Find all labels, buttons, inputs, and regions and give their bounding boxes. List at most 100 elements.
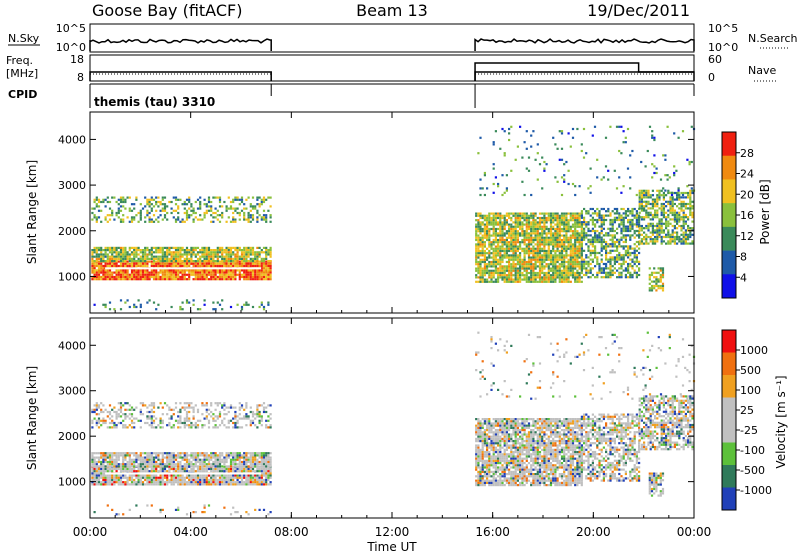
power-cell-2761 xyxy=(567,225,570,228)
power-cell-2143 xyxy=(516,274,519,277)
power-cell-2371 xyxy=(536,232,539,235)
power-cell-2226 xyxy=(525,219,528,222)
power-cell-3467 xyxy=(638,191,641,195)
vel-cell-629 xyxy=(256,467,259,471)
power-cell-258 xyxy=(157,273,160,276)
power-cell-3946 xyxy=(501,174,504,177)
power-cell-3159 xyxy=(605,240,608,244)
power-cell-1223 xyxy=(108,218,112,221)
power-cell-1213 xyxy=(104,205,107,208)
power-cell-3762 xyxy=(676,242,679,245)
power-cell-1785 xyxy=(488,254,491,257)
power-cell-3556 xyxy=(649,213,652,217)
power-cell-3045 xyxy=(591,223,594,226)
power-cell-3211 xyxy=(609,276,612,279)
power-cell-2166 xyxy=(519,263,522,266)
power-cell-3606 xyxy=(656,211,659,214)
freq-label-2: [MHz] xyxy=(6,67,38,80)
power-cell-1584 xyxy=(192,303,195,306)
power-cell-3868 xyxy=(691,216,694,219)
power-cell-1613 xyxy=(475,214,478,217)
power-cell-2206 xyxy=(523,238,526,242)
power-cell-23 xyxy=(95,275,98,279)
power-cell-3013 xyxy=(587,245,590,248)
vel-cell-527 xyxy=(229,467,233,471)
power-cell-3803 xyxy=(682,220,685,223)
power-cell-918 xyxy=(170,246,173,249)
power-cell-1101 xyxy=(236,251,239,254)
vel-cell-456 xyxy=(210,481,213,484)
vel-cell-699 xyxy=(93,465,96,468)
power-cell-473 xyxy=(212,271,215,274)
power-cell-3967 xyxy=(525,130,528,133)
power-cell-1743 xyxy=(483,278,486,281)
power-cell-3289 xyxy=(620,216,623,219)
power-cell-2606 xyxy=(554,267,557,270)
vel-cell-447 xyxy=(207,481,211,484)
vel-cell-787 xyxy=(126,460,129,464)
vel-cell-540 xyxy=(232,478,235,482)
power-cell-2002 xyxy=(505,276,508,279)
power-cell-3108 xyxy=(598,262,601,266)
power-cell-3735 xyxy=(673,213,676,217)
power-cell-3902 xyxy=(657,271,660,274)
power-cell-242 xyxy=(152,275,156,279)
power-cell-357 xyxy=(181,278,184,281)
power-cell-3459 xyxy=(638,247,641,250)
vel-cell-180 xyxy=(137,476,140,479)
power-cell-580 xyxy=(238,278,241,281)
power-cell-1607 xyxy=(260,303,263,306)
power-cell-2987 xyxy=(585,210,588,213)
power-cell-3965 xyxy=(523,141,526,144)
power-cell-3469 xyxy=(638,196,641,199)
vel-cell-10 xyxy=(93,467,96,471)
power-cell-3516 xyxy=(643,242,646,245)
power-cell-2493 xyxy=(545,263,548,266)
power-cell-3042 xyxy=(591,216,594,219)
power-cell-3044 xyxy=(591,221,594,224)
power-cell-1087 xyxy=(229,260,233,263)
power-cell-664 xyxy=(260,269,263,272)
power-cell-913 xyxy=(168,249,171,252)
power-cell-3813 xyxy=(684,191,687,195)
power-cell-2244 xyxy=(525,267,528,270)
vel-cell-553 xyxy=(236,470,239,473)
power-cell-4085 xyxy=(670,191,674,194)
power-cell-1500 xyxy=(247,218,250,221)
power-cell-470 xyxy=(212,264,215,268)
vel-cell-409 xyxy=(199,470,202,473)
power-cell-791 xyxy=(122,249,125,252)
power-cell-1337 xyxy=(163,214,167,217)
power-cell-2567 xyxy=(552,243,555,246)
power-cell-3385 xyxy=(629,262,632,266)
power-cell-3447 xyxy=(638,214,641,217)
vel-cell-33 xyxy=(97,478,101,482)
power-cell-4021 xyxy=(587,187,590,190)
vel-cell-561 xyxy=(238,467,241,471)
power-cell-1825 xyxy=(492,230,495,233)
vel-cell-578 xyxy=(243,467,246,471)
power-cell-751 xyxy=(106,260,109,263)
power-cell-356 xyxy=(181,275,184,279)
power-cell-1726 xyxy=(483,234,486,237)
power-cell-977 xyxy=(190,255,193,258)
power-cell-1273 xyxy=(135,214,138,217)
power-cell-2951 xyxy=(580,214,583,217)
power-cell-3201 xyxy=(609,251,612,255)
power-cell-2175 xyxy=(521,212,524,215)
power-cell-748 xyxy=(106,253,109,256)
vel-cell-687 xyxy=(91,452,94,455)
vel-cell-104 xyxy=(117,467,120,471)
power-cell-1516 xyxy=(256,196,259,199)
power-cell-2595 xyxy=(554,241,557,244)
vel-cell-322 xyxy=(174,476,178,479)
power-cell-529 xyxy=(225,278,228,281)
power-cell-3015 xyxy=(587,249,590,252)
power-cell-2920 xyxy=(578,276,581,279)
power-cell-821 xyxy=(133,251,136,254)
power-cell-234 xyxy=(150,275,153,279)
power-cell-2521 xyxy=(547,269,550,272)
power-cell-2464 xyxy=(543,252,546,255)
power-cell-3524 xyxy=(645,209,648,212)
power-cell-430 xyxy=(201,273,204,276)
